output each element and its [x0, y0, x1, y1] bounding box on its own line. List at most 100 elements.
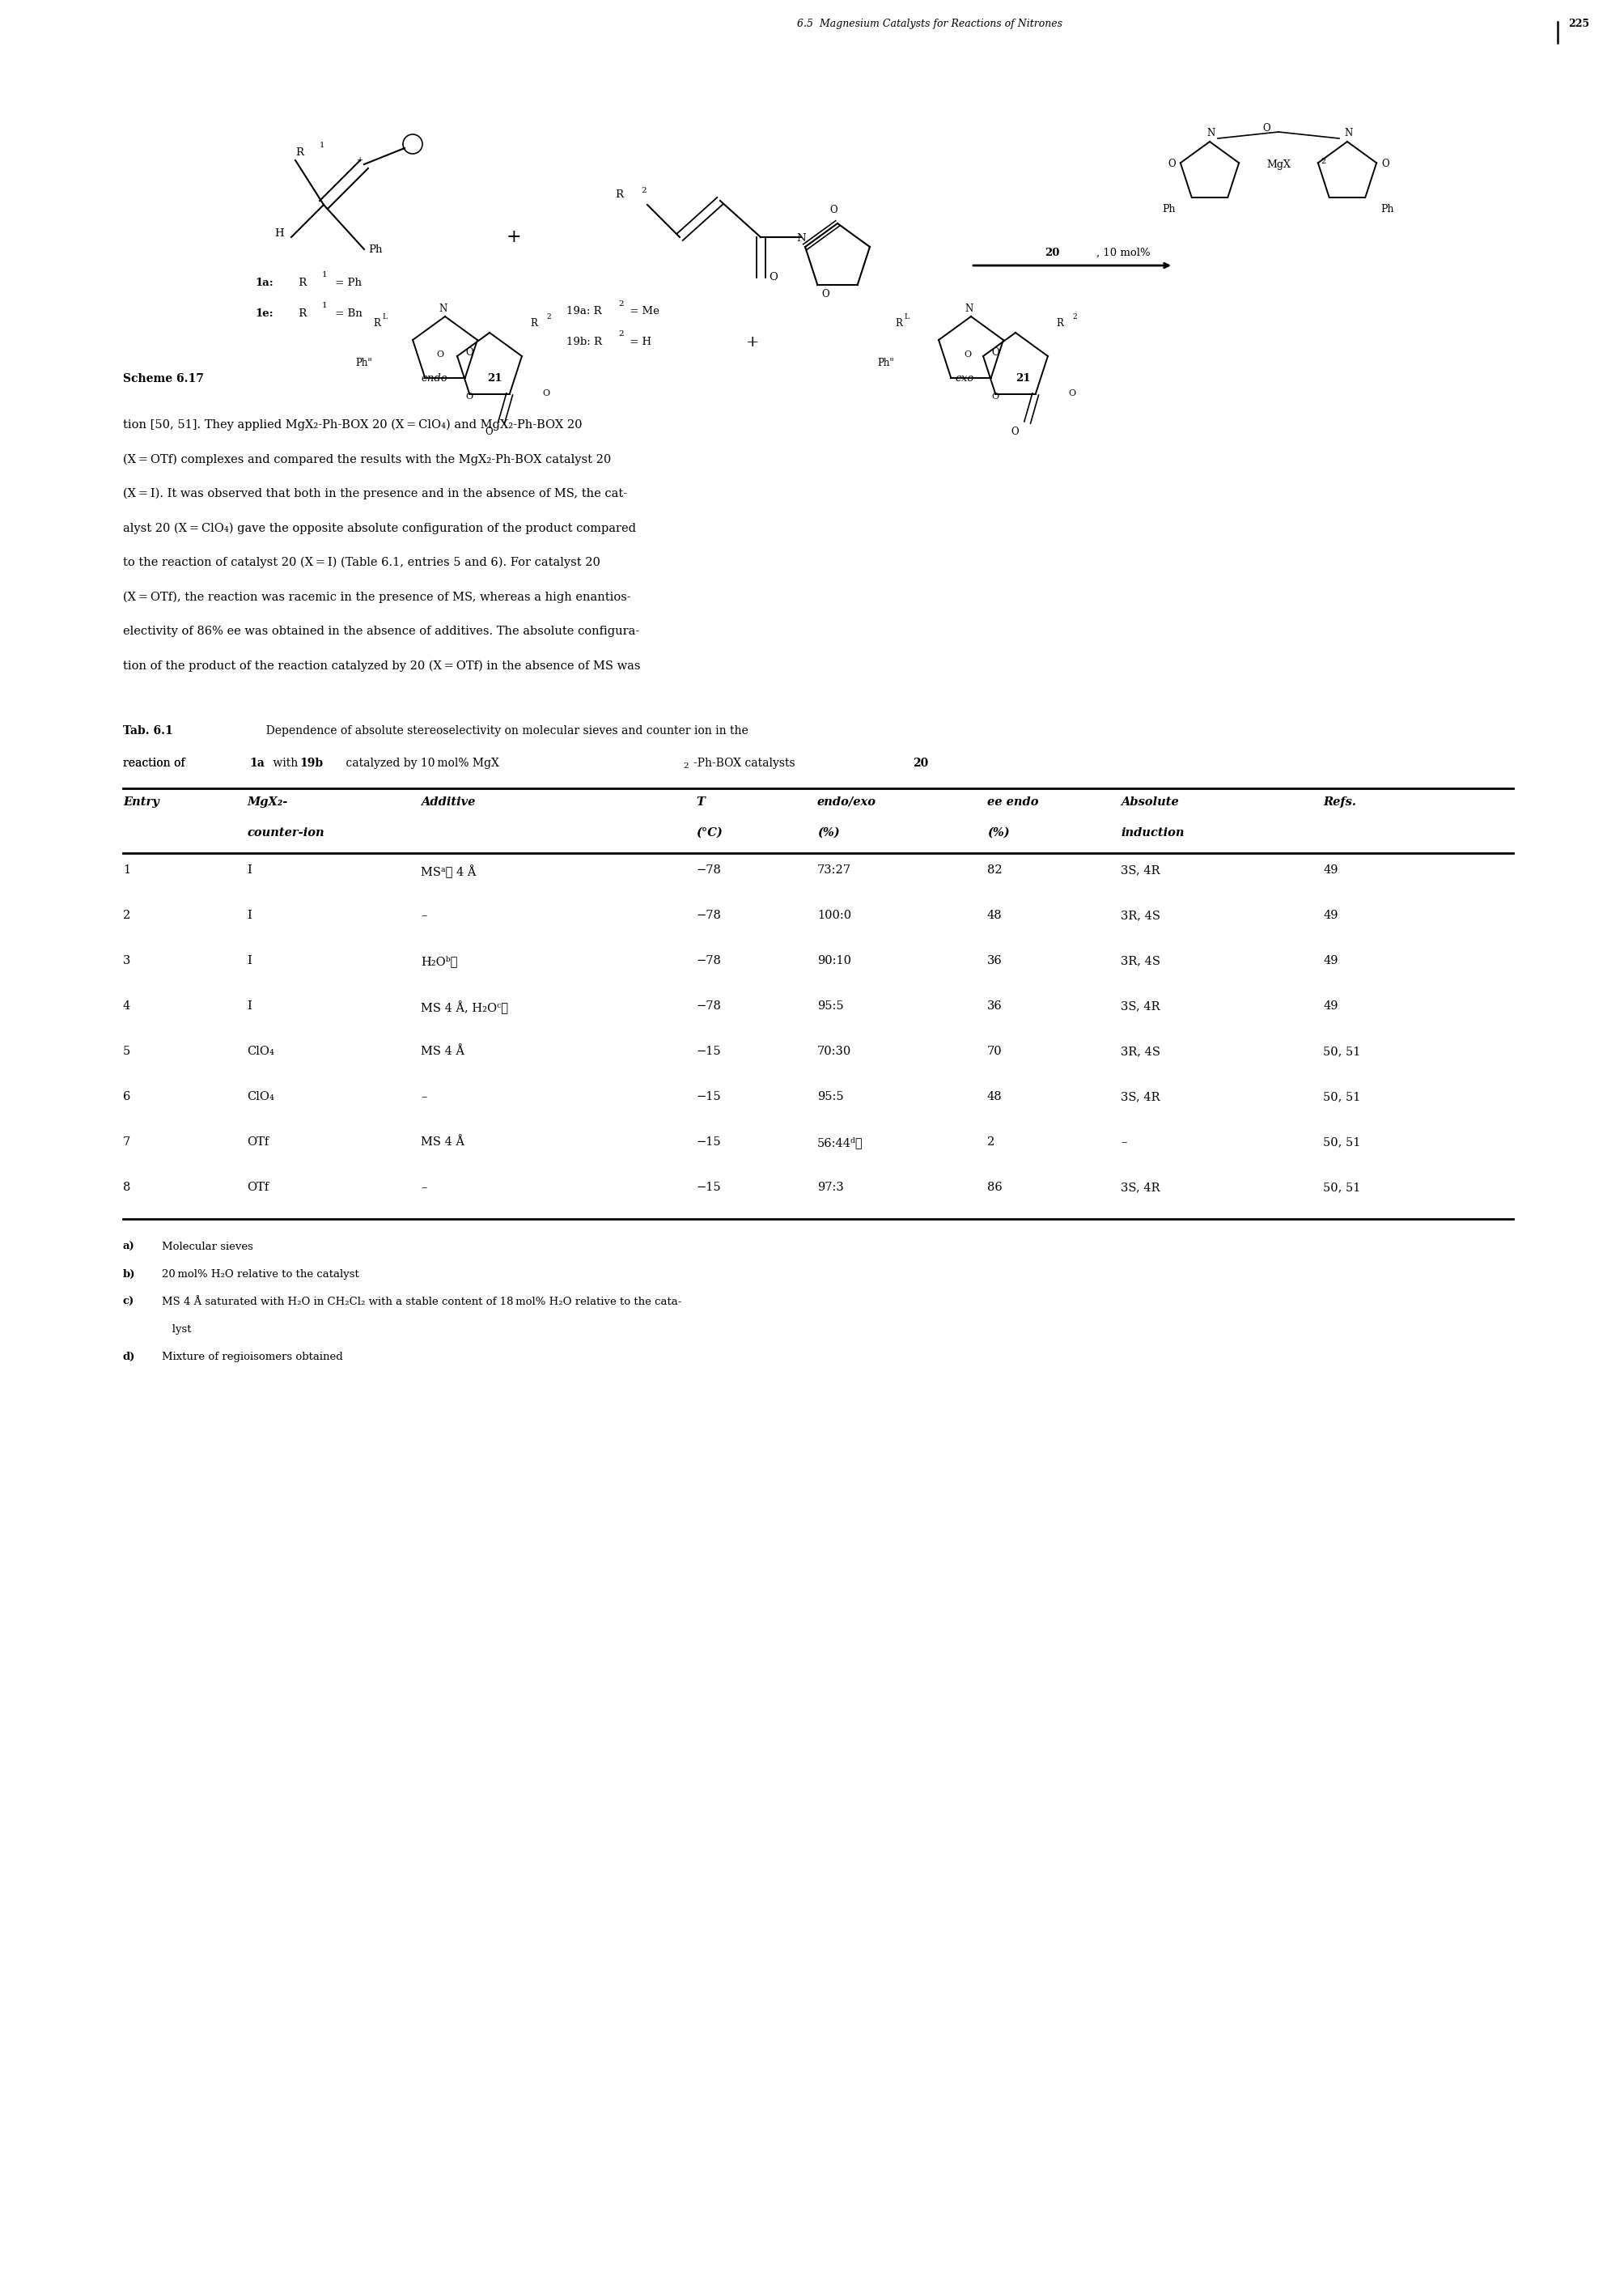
- Text: counter-ion: counter-ion: [247, 828, 325, 839]
- Text: 100:0: 100:0: [817, 910, 851, 922]
- Text: , 10 mol%: , 10 mol%: [1096, 248, 1150, 259]
- Text: O: O: [822, 289, 828, 300]
- Text: N: N: [1207, 128, 1215, 138]
- Text: tion of the product of the reaction catalyzed by 20 (X = OTf) in the absence of : tion of the product of the reaction cata…: [123, 660, 640, 672]
- Text: 3R, 4S: 3R, 4S: [1121, 910, 1160, 922]
- Text: 2: 2: [1072, 314, 1077, 321]
- Text: Ph": Ph": [356, 358, 372, 367]
- Text: O: O: [1168, 158, 1176, 170]
- Text: (%): (%): [987, 828, 1009, 839]
- Text: ClO₄: ClO₄: [247, 1046, 274, 1057]
- Text: Entry: Entry: [123, 796, 159, 807]
- Text: reaction of: reaction of: [123, 757, 188, 768]
- Text: 1a: 1a: [248, 757, 265, 768]
- Text: Dependence of absolute stereoselectivity on molecular sieves and counter ion in : Dependence of absolute stereoselectivity…: [258, 725, 749, 736]
- Text: −15: −15: [695, 1046, 721, 1057]
- Text: 19b: 19b: [299, 757, 323, 768]
- Text: +: +: [357, 156, 364, 163]
- Text: lyst: lyst: [162, 1323, 192, 1335]
- Text: MS 4 Å, H₂Oᶜ⦾: MS 4 Å, H₂Oᶜ⦾: [421, 1000, 508, 1014]
- Text: −15: −15: [695, 1137, 721, 1149]
- Text: Absolute: Absolute: [1121, 796, 1177, 807]
- Text: 6.5  Magnesium Catalysts for Reactions of Nitrones: 6.5 Magnesium Catalysts for Reactions of…: [797, 18, 1062, 30]
- Text: 86: 86: [987, 1181, 1002, 1192]
- Text: 3S, 4R: 3S, 4R: [1121, 1091, 1160, 1103]
- Text: ee endo: ee endo: [987, 796, 1038, 807]
- Text: 21: 21: [1015, 374, 1030, 383]
- Text: O: O: [435, 351, 443, 358]
- Text: endo-: endo-: [421, 374, 451, 383]
- Text: alyst 20 (X = ClO₄) gave the opposite absolute configuration of the product comp: alyst 20 (X = ClO₄) gave the opposite ab…: [123, 523, 635, 534]
- Text: N: N: [965, 303, 973, 314]
- Text: T: T: [695, 796, 705, 807]
- Text: O: O: [1380, 158, 1389, 170]
- Text: 1: 1: [322, 271, 328, 277]
- Text: 3S, 4R: 3S, 4R: [1121, 1000, 1160, 1011]
- Text: = Bn: = Bn: [331, 307, 362, 319]
- Text: 3R, 4S: 3R, 4S: [1121, 1046, 1160, 1057]
- Text: 1e:: 1e:: [255, 307, 273, 319]
- Text: O: O: [768, 273, 778, 282]
- Text: H₂Oᵇ⦾: H₂Oᵇ⦾: [421, 956, 458, 968]
- Text: 50, 51: 50, 51: [1322, 1137, 1359, 1149]
- Text: 50, 51: 50, 51: [1322, 1091, 1359, 1103]
- Text: –: –: [421, 1091, 427, 1103]
- Text: 36: 36: [987, 1000, 1002, 1011]
- Text: –: –: [421, 1181, 427, 1192]
- Text: O: O: [466, 392, 473, 401]
- Text: 95:5: 95:5: [817, 1000, 843, 1011]
- Text: R: R: [529, 319, 538, 328]
- Text: R: R: [296, 147, 304, 158]
- Text: with: with: [270, 757, 302, 768]
- Text: -Ph-BOX catalysts: -Ph-BOX catalysts: [693, 757, 799, 768]
- Text: 90:10: 90:10: [817, 956, 851, 965]
- Text: 73:27: 73:27: [817, 864, 851, 876]
- Text: 3R, 4S: 3R, 4S: [1121, 956, 1160, 965]
- Text: OTf: OTf: [247, 1181, 268, 1192]
- Text: 5: 5: [123, 1046, 130, 1057]
- Text: −15: −15: [695, 1091, 721, 1103]
- Text: 6: 6: [123, 1091, 130, 1103]
- Text: −78: −78: [695, 910, 721, 922]
- Text: I: I: [247, 910, 252, 922]
- Text: 3S, 4R: 3S, 4R: [1121, 1181, 1160, 1192]
- Text: MSᵃ⦾ 4 Å: MSᵃ⦾ 4 Å: [421, 864, 476, 878]
- Text: 97:3: 97:3: [817, 1181, 843, 1192]
- Text: O: O: [991, 392, 999, 401]
- Text: Molecular sieves: Molecular sieves: [162, 1241, 253, 1252]
- Text: reaction of: reaction of: [123, 757, 188, 768]
- Text: 2: 2: [1320, 158, 1325, 165]
- Text: Tab. 6.1: Tab. 6.1: [123, 725, 172, 736]
- Text: 49: 49: [1322, 864, 1337, 876]
- Text: 95:5: 95:5: [817, 1091, 843, 1103]
- Text: 2: 2: [123, 910, 130, 922]
- Text: O: O: [542, 390, 549, 397]
- Text: I: I: [247, 956, 252, 965]
- Text: 19b: R: 19b: R: [567, 337, 603, 346]
- Text: 2: 2: [617, 300, 624, 307]
- Text: R: R: [296, 307, 307, 319]
- Text: 49: 49: [1322, 956, 1337, 965]
- Text: MgX: MgX: [1265, 158, 1289, 170]
- Text: 49: 49: [1322, 1000, 1337, 1011]
- Text: R: R: [1056, 319, 1062, 328]
- Text: –: –: [421, 910, 427, 922]
- Text: 50, 51: 50, 51: [1322, 1046, 1359, 1057]
- Text: 1: 1: [322, 303, 328, 310]
- Text: 19a: R: 19a: R: [567, 305, 601, 316]
- Text: Refs.: Refs.: [1322, 796, 1356, 807]
- Text: −78: −78: [695, 864, 721, 876]
- Text: 20: 20: [913, 757, 927, 768]
- Text: 2: 2: [682, 764, 689, 770]
- Text: endo/exo: endo/exo: [817, 796, 875, 807]
- Text: 56:44ᵈ⦾: 56:44ᵈ⦾: [817, 1137, 862, 1149]
- Text: d): d): [123, 1351, 135, 1362]
- Text: −78: −78: [695, 1000, 721, 1011]
- Text: R: R: [614, 190, 622, 199]
- Text: O: O: [1010, 426, 1018, 438]
- Text: = Me: = Me: [625, 305, 659, 316]
- Text: N: N: [1345, 128, 1353, 138]
- Text: b): b): [123, 1268, 135, 1279]
- Text: induction: induction: [1121, 828, 1184, 839]
- Text: I: I: [247, 1000, 252, 1011]
